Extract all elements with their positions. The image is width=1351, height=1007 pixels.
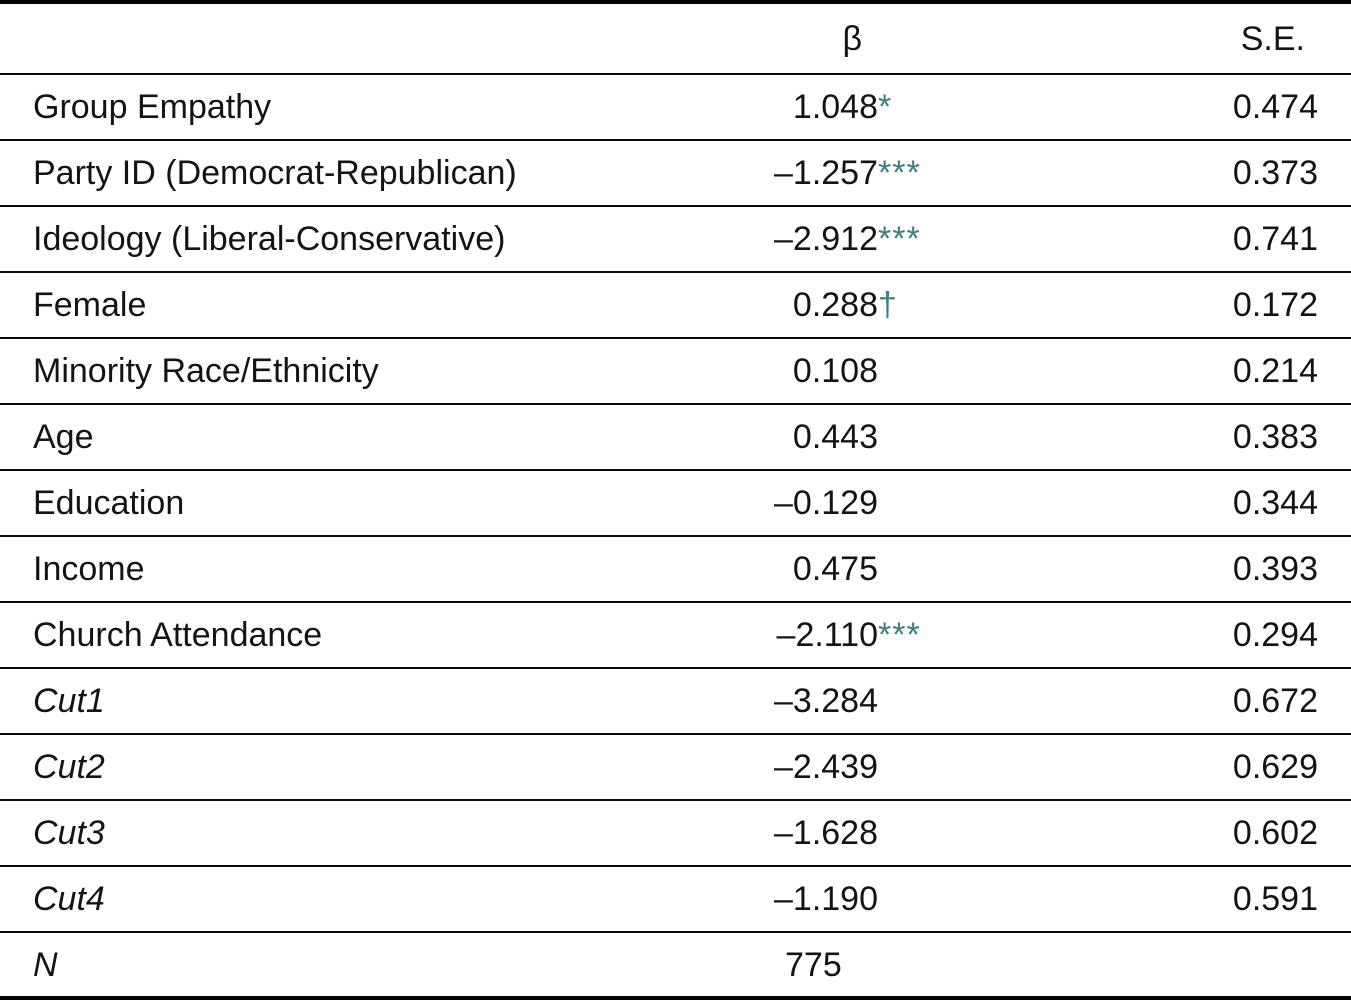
row-label: Ideology (Liberal-Conservative): [0, 206, 680, 273]
se-value: 0.172: [955, 272, 1351, 339]
table-row: Cut3 –1.628 0.602: [0, 800, 1351, 867]
coefficient: –1.257: [774, 154, 878, 192]
beta-value: 0.443: [680, 404, 955, 471]
se-value-empty: [955, 932, 1351, 998]
beta-value: –1.190: [680, 866, 955, 933]
coefficient: –2.912: [774, 220, 878, 258]
row-label: Income: [0, 536, 680, 603]
coefficient: 0.443: [792, 418, 878, 456]
row-label: N: [33, 945, 58, 984]
table-row: Income 0.475 0.393: [0, 536, 1351, 603]
table-row: Education –0.129 0.344: [0, 470, 1351, 537]
se-value: 0.741: [955, 206, 1351, 273]
coefficient: –1.628: [774, 814, 878, 852]
row-label: Minority Race/Ethnicity: [0, 338, 680, 405]
table-row-n: N 775: [0, 932, 1351, 998]
coefficient: 0.475: [792, 550, 878, 588]
row-label: Age: [0, 404, 680, 471]
beta-value: –2.110 ***: [680, 602, 955, 669]
table-row: Party ID (Democrat-Republican) –1.257 ***…: [0, 140, 1351, 207]
se-value: 0.294: [955, 602, 1351, 669]
table-row: Cut1 –3.284 0.672: [0, 668, 1351, 735]
coefficient: –0.129: [774, 484, 878, 522]
row-label: Party ID (Democrat-Republican): [0, 140, 680, 207]
significance-marker: *: [878, 88, 893, 126]
row-label: Group Empathy: [0, 74, 680, 141]
beta-value: –1.257 ***: [680, 140, 955, 207]
coefficient: 0.288: [792, 286, 878, 324]
header-spacer: [0, 2, 680, 75]
row-label: Cut4: [0, 866, 680, 933]
beta-value: 0.108: [680, 338, 955, 405]
se-value: 0.393: [955, 536, 1351, 603]
se-value: 0.344: [955, 470, 1351, 537]
se-value: 0.383: [955, 404, 1351, 471]
row-label: Cut2: [0, 734, 680, 801]
beta-value: 0.288 †: [680, 272, 955, 339]
header-row: β S.E.: [0, 2, 1351, 75]
row-label: Female: [0, 272, 680, 339]
se-value: 0.629: [955, 734, 1351, 801]
beta-value: –0.129: [680, 470, 955, 537]
significance-marker: ***: [878, 220, 921, 258]
table-row: Minority Race/Ethnicity 0.108 0.214: [0, 338, 1351, 405]
beta-value: –2.439: [680, 734, 955, 801]
se-value: 0.602: [955, 800, 1351, 867]
table-row: Cut2 –2.439 0.629: [0, 734, 1351, 801]
row-label: Cut1: [0, 668, 680, 735]
beta-value: 0.475: [680, 536, 955, 603]
n-value: 775: [785, 945, 842, 984]
beta-value: 1.048 *: [680, 74, 955, 141]
beta-value: –1.628: [680, 800, 955, 867]
significance-marker: ***: [878, 616, 921, 654]
se-value: 0.474: [955, 74, 1351, 141]
row-label: Cut3: [0, 800, 680, 867]
coefficient: –3.284: [774, 682, 878, 720]
significance-marker: ***: [878, 154, 921, 192]
coefficient: 0.108: [792, 352, 878, 390]
se-value: 0.214: [955, 338, 1351, 405]
coefficient: –2.439: [774, 748, 878, 786]
table-row: Church Attendance –2.110 *** 0.294: [0, 602, 1351, 669]
se-value: 0.672: [955, 668, 1351, 735]
table-row: Cut4 –1.190 0.591: [0, 866, 1351, 933]
column-header-se: S.E.: [955, 2, 1351, 75]
coefficient: –2.110: [776, 616, 878, 654]
row-label: Church Attendance: [0, 602, 680, 669]
se-value: 0.591: [955, 866, 1351, 933]
beta-value: –2.912 ***: [680, 206, 955, 273]
column-header-beta: β: [680, 2, 955, 75]
se-value: 0.373: [955, 140, 1351, 207]
table-row: Female 0.288 † 0.172: [0, 272, 1351, 339]
coefficient: 1.048: [792, 88, 878, 126]
significance-marker: †: [878, 286, 898, 324]
table-row: Age 0.443 0.383: [0, 404, 1351, 471]
beta-value: –3.284: [680, 668, 955, 735]
row-label: Education: [0, 470, 680, 537]
table-row: Group Empathy 1.048 * 0.474: [0, 74, 1351, 141]
coefficient: –1.190: [774, 880, 878, 918]
table-row: Ideology (Liberal-Conservative) –2.912 **…: [0, 206, 1351, 273]
